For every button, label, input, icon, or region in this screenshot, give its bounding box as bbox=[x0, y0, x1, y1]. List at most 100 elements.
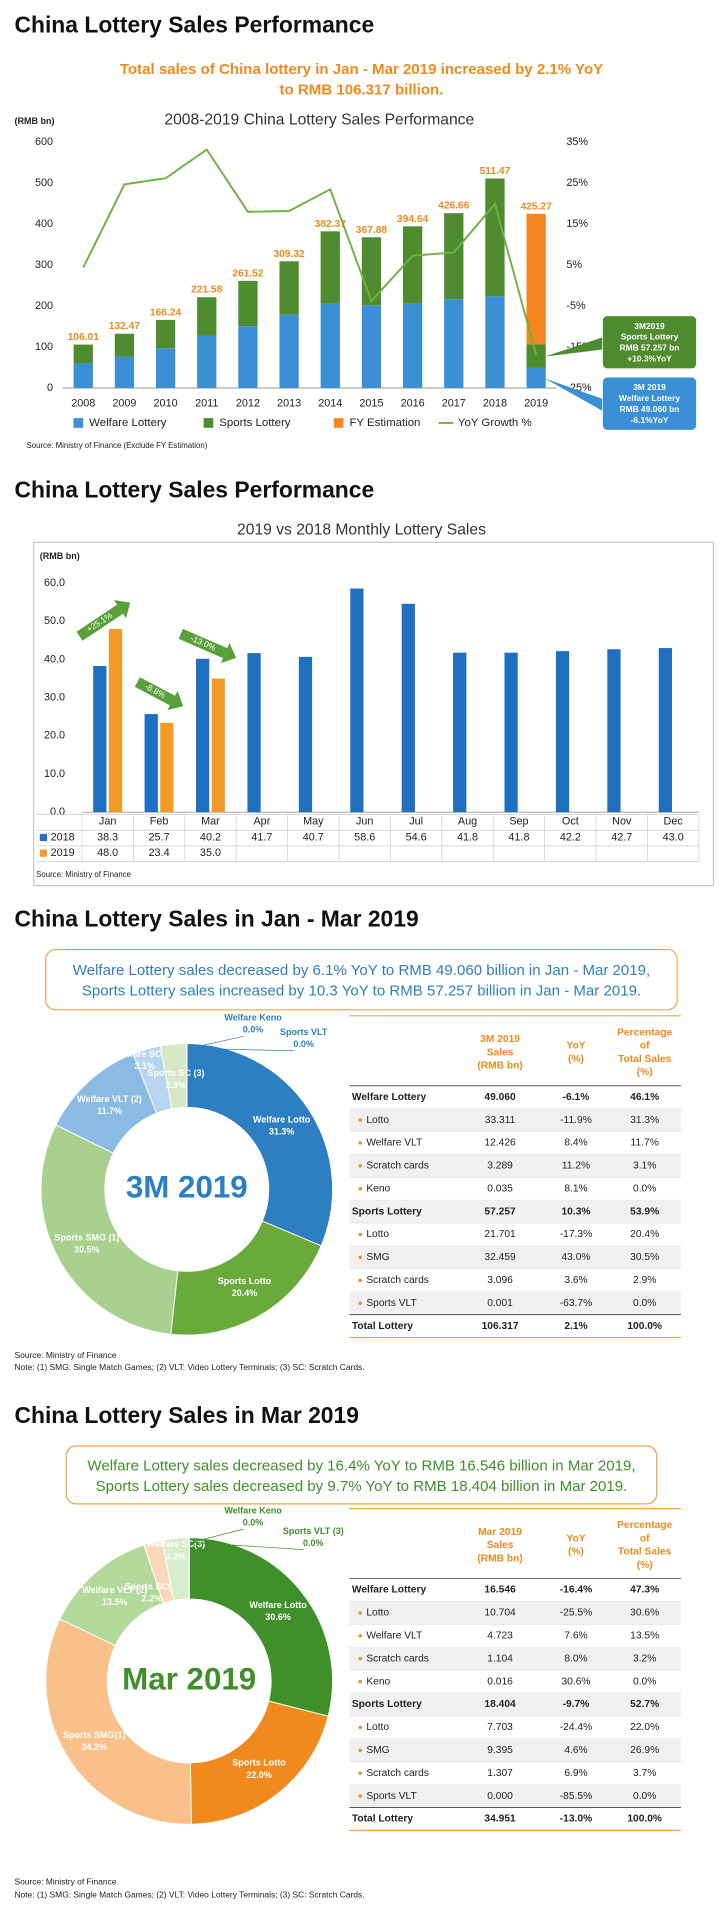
table-cell: 3.289 bbox=[487, 1161, 513, 1172]
table-cell: 26.9% bbox=[630, 1745, 659, 1756]
y2-tick-label: -5% bbox=[566, 300, 586, 312]
table-cell: 53.9% bbox=[630, 1206, 659, 1217]
highlight: Welfare Lottery sales decreased by 16.4%… bbox=[87, 1457, 635, 1474]
bar-segment bbox=[279, 314, 299, 389]
table-cell: 0.0% bbox=[633, 1298, 656, 1309]
table-cell: 54.6 bbox=[406, 831, 427, 843]
bar bbox=[555, 651, 570, 813]
table-cell: 40.2 bbox=[200, 831, 221, 843]
table-cell: -16.4% bbox=[560, 1585, 592, 1596]
table-cell: 16.546 bbox=[484, 1585, 516, 1596]
segment-value: 20.4% bbox=[232, 1288, 258, 1298]
source: Source: Ministry of Finance (Exclude FY … bbox=[27, 441, 208, 450]
table-cell: 3.096 bbox=[487, 1275, 513, 1286]
table-cell: 2.1% bbox=[564, 1321, 587, 1332]
total-label: 511.47 bbox=[480, 166, 511, 177]
table-cell: 48.0 bbox=[97, 847, 118, 859]
table-cell: 100.0% bbox=[627, 1321, 662, 1332]
segment-value: 0.0% bbox=[243, 1518, 264, 1528]
bar bbox=[401, 603, 415, 813]
section-title: China Lottery Sales Performance bbox=[14, 477, 374, 503]
y-tick-label: 600 bbox=[35, 136, 53, 148]
table-cell: 3.1% bbox=[633, 1161, 656, 1172]
table-cell: 41.8 bbox=[508, 831, 529, 843]
note: Note: (1) SMG: Single Match Games; (2) V… bbox=[14, 1890, 364, 1900]
y-tick-label: 60.0 bbox=[44, 577, 65, 589]
table-cell: 21.701 bbox=[484, 1229, 516, 1240]
legend-swatch bbox=[333, 418, 344, 428]
chart-title: 2008-2019 China Lottery Sales Performanc… bbox=[164, 112, 474, 129]
legend-swatch bbox=[39, 833, 47, 842]
bar bbox=[160, 722, 174, 813]
axis-label: (RMB bn) bbox=[14, 116, 54, 126]
segment-value: 3.1% bbox=[134, 1061, 155, 1071]
arrow bbox=[178, 628, 228, 659]
table-cell: 6.9% bbox=[564, 1768, 587, 1779]
bar bbox=[211, 678, 225, 813]
table-cell: 41.7 bbox=[251, 831, 272, 843]
bar bbox=[108, 629, 123, 813]
y2-tick-label: 15% bbox=[566, 218, 588, 230]
table-cell: -6.1% bbox=[563, 1092, 590, 1103]
bar bbox=[144, 714, 158, 813]
bar bbox=[247, 653, 261, 813]
x-tick-label: Jan bbox=[99, 816, 116, 828]
table-cell: 0.000 bbox=[487, 1791, 513, 1802]
segment-label: Sports VLT bbox=[280, 1027, 328, 1037]
legend-label: YoY Growth % bbox=[458, 417, 532, 429]
table-cell: Scratch cards bbox=[366, 1161, 429, 1172]
row-band bbox=[349, 1738, 681, 1762]
table-cell: 32.459 bbox=[484, 1252, 516, 1263]
chart-frame bbox=[33, 541, 714, 887]
y-tick-label: 500 bbox=[35, 177, 53, 189]
x-tick-label: Nov bbox=[612, 816, 632, 828]
row-band bbox=[349, 1601, 681, 1625]
x-tick-label: 2012 bbox=[236, 398, 260, 410]
callout-text: Sports Lottery bbox=[621, 332, 679, 342]
table-cell: 57.257 bbox=[484, 1206, 516, 1217]
x-tick-label: 2008 bbox=[71, 398, 95, 410]
highlight-box bbox=[65, 1445, 658, 1505]
bar-segment bbox=[526, 367, 546, 389]
bar bbox=[453, 652, 467, 813]
table-cell: 43.0 bbox=[663, 831, 684, 843]
legend-label: 2018 bbox=[51, 831, 75, 843]
center-label: Mar 2019 bbox=[122, 1661, 256, 1696]
note: Source: Ministry of Finance bbox=[14, 1876, 116, 1886]
table-cell: -13.0% bbox=[560, 1814, 592, 1825]
x-tick-label: Aug bbox=[458, 816, 477, 828]
bar-segment bbox=[320, 231, 340, 304]
segment-label: Welfare SC(3) bbox=[147, 1539, 205, 1549]
table-cell: 30.6% bbox=[630, 1608, 659, 1619]
highlight: Total sales of China lottery in Jan - Ma… bbox=[120, 61, 603, 78]
row-band bbox=[349, 1784, 681, 1808]
table-cell: Keno bbox=[366, 1676, 390, 1687]
segment-value: 11.7% bbox=[97, 1106, 122, 1116]
bullet bbox=[358, 1278, 362, 1283]
donut-segment bbox=[40, 1124, 179, 1335]
table-cell: 20.4% bbox=[630, 1229, 659, 1240]
table-cell: Total Lottery bbox=[352, 1321, 414, 1332]
segment-value: 2.9% bbox=[166, 1080, 187, 1090]
bar-segment bbox=[114, 333, 135, 357]
table-cell: 38.3 bbox=[97, 831, 118, 843]
table-cell: Sports Lottery bbox=[352, 1699, 422, 1710]
bar bbox=[93, 666, 107, 813]
bullet bbox=[358, 1301, 362, 1305]
table-header: YoY bbox=[566, 1041, 585, 1052]
y-tick-label: 50.0 bbox=[44, 615, 65, 627]
table-cell: Sports VLT bbox=[366, 1298, 417, 1309]
table-cell: -85.5% bbox=[560, 1791, 592, 1802]
y-tick-label: 10.0 bbox=[44, 768, 65, 780]
table-header: (%) bbox=[637, 1067, 653, 1078]
y-tick-label: 400 bbox=[35, 218, 53, 230]
x-tick-label: Jun bbox=[356, 816, 373, 828]
table-cell: Sports VLT bbox=[366, 1791, 417, 1802]
table-header: Sales bbox=[487, 1047, 514, 1058]
segment-label: Sports SMG (1) bbox=[54, 1232, 119, 1242]
table-cell: 13.5% bbox=[630, 1630, 659, 1641]
table-header: Total Sales bbox=[618, 1547, 672, 1558]
highlight: Sports Lottery sales decreased by 9.7% Y… bbox=[96, 1478, 628, 1495]
table-cell: 18.404 bbox=[484, 1699, 516, 1710]
